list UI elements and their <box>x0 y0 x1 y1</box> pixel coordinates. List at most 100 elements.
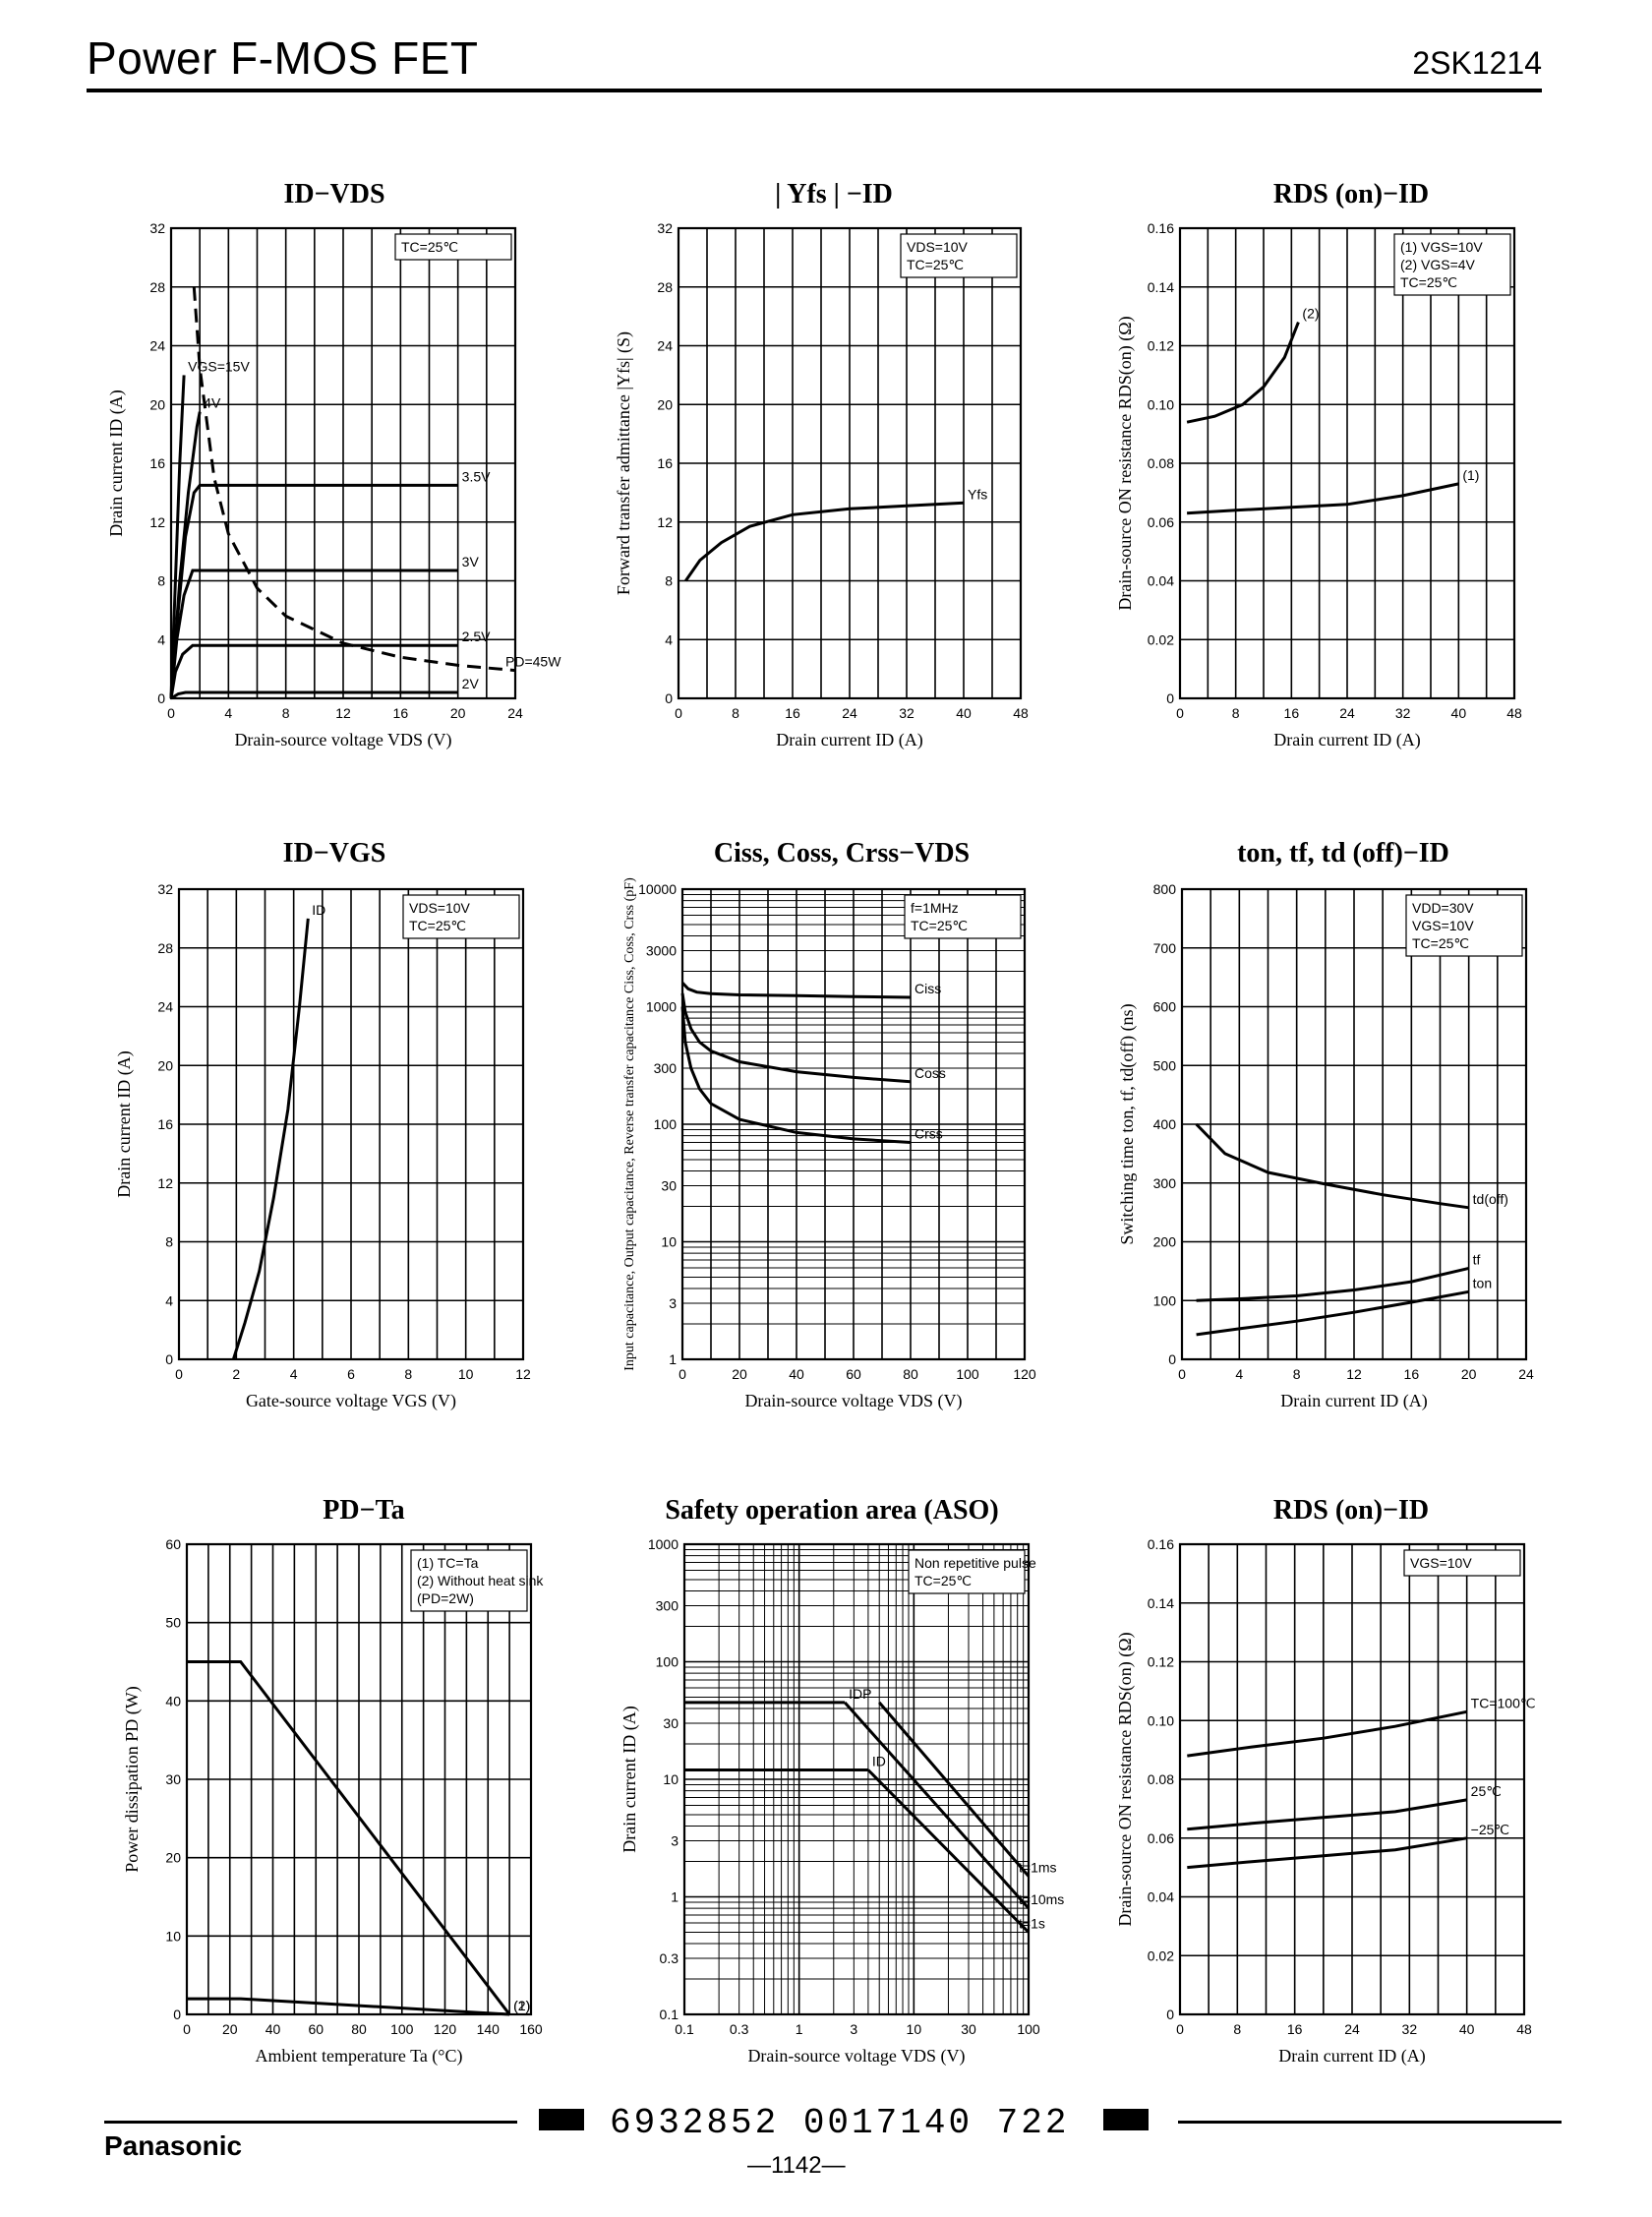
series-label: 25℃ <box>1471 1783 1502 1799</box>
x-tick-label: 32 <box>899 705 914 721</box>
y-tick-label: 10 <box>663 1771 678 1787</box>
series-line <box>843 1701 1031 1910</box>
series-line <box>187 1997 510 2016</box>
y-tick-label: 10000 <box>638 881 677 897</box>
plot-frame <box>682 1542 1031 2016</box>
series-label: 3.5V <box>462 468 491 484</box>
legend-entry: VDD=30V <box>1412 900 1474 916</box>
y-tick-label: 20 <box>165 1850 181 1866</box>
x-tick-label: 24 <box>1518 1366 1534 1382</box>
series-line <box>1187 482 1459 515</box>
footer-rule-right <box>1178 2121 1562 2124</box>
y-tick-label: 0.14 <box>1148 279 1174 295</box>
y-tick-label: 0.04 <box>1148 1889 1174 1905</box>
legend-entry: (2) Without heat sink <box>417 1573 544 1588</box>
y-tick-label: 8 <box>665 573 673 589</box>
y-tick-label: 30 <box>663 1715 678 1731</box>
legend-entry: VDS=10V <box>907 239 969 255</box>
chart-title-c6: ton, tf, td (off)−ID <box>1237 838 1449 869</box>
x-tick-label: 16 <box>393 705 409 721</box>
x-axis-label: Drain-source voltage VDS (V) <box>234 730 451 750</box>
chart-group-c5: 0 20 40 60 80 100 120 1 3 10 30 100 300 1000 3000 10000… <box>622 877 1036 1411</box>
x-tick-label: 16 <box>1284 705 1300 721</box>
plot-frame <box>185 1542 533 2016</box>
series-label: t=10ms <box>1019 1891 1064 1907</box>
x-tick-label: 60 <box>308 2021 324 2037</box>
chart-group-c3: 0 8 16 24 32 40 48 0 0.02 0.04 0.06 0.08 0.10 0.12 0.1… <box>1115 220 1522 750</box>
series-label: 4V <box>204 395 221 411</box>
y-axis-label: Drain current ID (A) <box>106 389 127 536</box>
series-label: Ciss <box>914 981 941 996</box>
chart-title-c3: RDS (on)−ID <box>1272 179 1430 210</box>
series-line <box>187 1660 511 2015</box>
x-tick-label: 32 <box>1402 2021 1418 2037</box>
series-label: Crss <box>914 1126 943 1142</box>
x-tick-label: 4 <box>224 705 232 721</box>
x-tick-label: 4 <box>1235 1366 1243 1382</box>
y-tick-label: 100 <box>656 1654 679 1670</box>
legend-box <box>394 233 512 261</box>
x-tick-label: 24 <box>1339 705 1355 721</box>
y-tick-label: 32 <box>149 220 165 236</box>
y-tick-label: 200 <box>1153 1234 1177 1250</box>
footer-rule-left <box>104 2121 517 2124</box>
x-tick-label: 2 <box>232 1366 240 1382</box>
legend-entry: VDS=10V <box>409 900 471 916</box>
x-axis-label: Drain current ID (A) <box>776 730 922 750</box>
series-line <box>1195 1122 1469 1210</box>
y-tick-label: 50 <box>165 1615 181 1631</box>
x-tick-label: 120 <box>434 2021 457 2037</box>
y-tick-label: 4 <box>157 631 165 647</box>
series-line <box>169 643 458 699</box>
page-title: Power F-MOS FET <box>87 32 479 84</box>
x-tick-label: 0 <box>167 705 175 721</box>
plot-frame <box>169 226 517 700</box>
y-tick-label: 0.12 <box>1148 1654 1174 1670</box>
y-axis-label: Drain-source ON resistance RDS(on) (Ω) <box>1115 316 1136 610</box>
x-tick-label: 40 <box>1459 2021 1475 2037</box>
y-tick-label: 12 <box>657 514 673 530</box>
x-tick-label: 0 <box>1178 1366 1186 1382</box>
y-tick-label: 20 <box>657 396 673 412</box>
y-tick-label: 28 <box>657 279 673 295</box>
x-tick-label: 12 <box>1346 1366 1362 1382</box>
y-tick-label: 0 <box>665 690 673 706</box>
series-line <box>1196 1266 1470 1302</box>
y-tick-label: 0.3 <box>660 1950 679 1966</box>
x-tick-label: 8 <box>282 705 290 721</box>
x-tick-label: 3 <box>850 2021 857 2037</box>
y-tick-label: 32 <box>157 881 173 897</box>
y-tick-label: 1000 <box>646 999 677 1015</box>
series-line <box>169 569 458 699</box>
legend-entry: TC=25℃ <box>914 1573 972 1588</box>
x-tick-label: 20 <box>450 705 466 721</box>
plot-frame <box>1178 226 1516 700</box>
y-tick-label: 8 <box>165 1234 173 1250</box>
y-axis-label: Drain current ID (A) <box>114 1050 135 1197</box>
plot-frame <box>1178 1542 1526 2016</box>
y-tick-label: 1 <box>671 1889 678 1905</box>
y-tick-label: 0.12 <box>1148 338 1174 354</box>
y-tick-label: 0.10 <box>1148 396 1174 412</box>
legend-entry: (PD=2W) <box>417 1590 474 1606</box>
y-tick-label: 4 <box>165 1292 173 1308</box>
legend-box <box>1393 233 1511 296</box>
y-tick-label: 100 <box>1153 1292 1177 1308</box>
y-tick-label: 16 <box>149 455 165 471</box>
x-tick-label: 10 <box>458 1366 474 1382</box>
x-axis-label: Drain current ID (A) <box>1278 2046 1425 2067</box>
x-axis-label: Drain-source voltage VDS (V) <box>744 1391 962 1411</box>
series-label: ID <box>312 902 325 918</box>
y-tick-label: 16 <box>157 1116 173 1132</box>
x-axis-label: Gate-source voltage VGS (V) <box>246 1391 456 1411</box>
chart-group-c8: 0.1 0.3 1 3 10 30 100 0.1 0.3 1 3 10 30 100 300 1000 Dra… <box>620 1536 1064 2067</box>
y-tick-label: 0.1 <box>660 2007 679 2022</box>
x-tick-label: 48 <box>1506 705 1522 721</box>
series-label: 2.5V <box>462 629 491 644</box>
series-line <box>170 690 458 700</box>
x-tick-label: 0 <box>183 2021 191 2037</box>
x-tick-label: 48 <box>1516 2021 1532 2037</box>
y-tick-label: 0.08 <box>1148 455 1174 471</box>
